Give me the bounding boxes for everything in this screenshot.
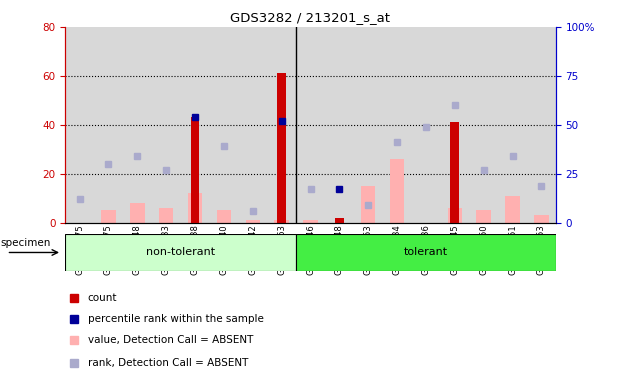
Bar: [476, 210, 491, 223]
Bar: [450, 122, 459, 223]
Bar: [278, 73, 286, 223]
Text: specimen: specimen: [0, 238, 50, 248]
Bar: [181, 27, 209, 223]
Bar: [274, 220, 289, 223]
Bar: [130, 203, 145, 223]
Title: GDS3282 / 213201_s_at: GDS3282 / 213201_s_at: [230, 11, 391, 24]
Bar: [527, 27, 556, 223]
Text: rank, Detection Call = ABSENT: rank, Detection Call = ABSENT: [88, 358, 248, 368]
Bar: [296, 27, 325, 223]
Bar: [498, 27, 527, 223]
Bar: [209, 27, 238, 223]
Bar: [65, 27, 94, 223]
Bar: [267, 27, 296, 223]
Bar: [217, 210, 231, 223]
Bar: [303, 220, 318, 223]
Bar: [440, 27, 469, 223]
Text: percentile rank within the sample: percentile rank within the sample: [88, 314, 263, 324]
Bar: [383, 27, 412, 223]
Bar: [245, 220, 260, 223]
Bar: [354, 27, 383, 223]
Bar: [94, 27, 123, 223]
Bar: [65, 234, 296, 271]
Text: value, Detection Call = ABSENT: value, Detection Call = ABSENT: [88, 335, 253, 345]
Text: tolerant: tolerant: [404, 247, 448, 258]
Bar: [188, 194, 202, 223]
Bar: [335, 218, 343, 223]
Bar: [159, 208, 173, 223]
Bar: [448, 208, 462, 223]
Bar: [152, 27, 181, 223]
Bar: [469, 27, 498, 223]
Bar: [101, 210, 116, 223]
Bar: [390, 159, 404, 223]
Bar: [505, 196, 520, 223]
Bar: [361, 186, 376, 223]
Bar: [191, 118, 199, 223]
Bar: [325, 27, 354, 223]
Bar: [238, 27, 267, 223]
Bar: [123, 27, 152, 223]
Text: non-tolerant: non-tolerant: [146, 247, 215, 258]
Bar: [412, 27, 440, 223]
Text: count: count: [88, 293, 117, 303]
Bar: [534, 215, 548, 223]
Bar: [296, 234, 556, 271]
